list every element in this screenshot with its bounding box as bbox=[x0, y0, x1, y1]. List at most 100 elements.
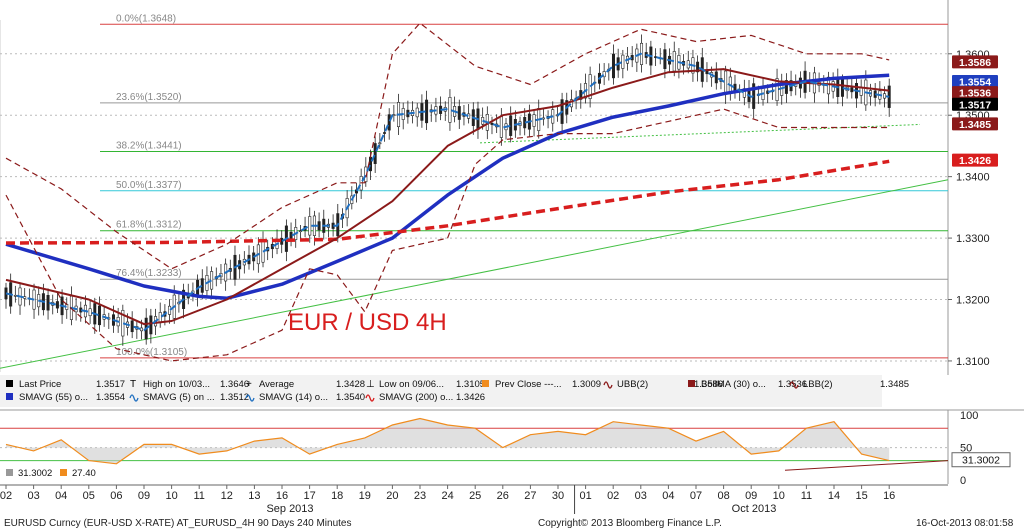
x-tick-label-12: 18 bbox=[331, 490, 343, 502]
badge-value-5: 1.3426 bbox=[959, 155, 991, 167]
x-tick-label-23: 03 bbox=[635, 490, 647, 502]
badge-value-0: 1.3586 bbox=[959, 57, 991, 69]
trendline-short bbox=[479, 123, 921, 144]
legend-label-10: SMAVG (14) o... bbox=[259, 392, 328, 403]
x-tick-label-9: 13 bbox=[248, 490, 260, 502]
osc-readout-swatch-0 bbox=[6, 469, 13, 476]
candle-body-188 bbox=[883, 93, 887, 99]
osc-area bbox=[6, 418, 890, 464]
footer-copyright: Copyright© 2013 Bloomberg Finance L.P. bbox=[538, 518, 722, 529]
legend-value-11: 1.3426 bbox=[456, 392, 485, 403]
legend-label-7: LBB(2) bbox=[803, 379, 833, 390]
legend-value-9: 1.3512 bbox=[220, 392, 249, 403]
series-line-4 bbox=[5, 22, 890, 270]
legend-swatch-9 bbox=[129, 394, 139, 402]
x-tick-label-17: 25 bbox=[469, 490, 481, 502]
legend-value-10: 1.3540 bbox=[336, 392, 365, 403]
candle-body-20 bbox=[97, 305, 101, 326]
series-line-5 bbox=[5, 108, 890, 362]
fib-label-5: 76.4%(1.3233) bbox=[116, 268, 182, 279]
legend-glyph-3: ⊥ bbox=[366, 379, 375, 390]
osc-readout-0: 31.3002 bbox=[18, 468, 52, 479]
x-tick-label-19: 27 bbox=[524, 490, 536, 502]
x-tick-label-1: 03 bbox=[27, 490, 39, 502]
x-tick-label-14: 20 bbox=[386, 490, 398, 502]
candle-body-148 bbox=[696, 61, 700, 73]
x-tick-label-21: 01 bbox=[579, 490, 591, 502]
fib-label-4: 61.8%(1.3312) bbox=[116, 220, 182, 231]
legend-swatch-7 bbox=[789, 381, 799, 389]
x-tick-label-22: 02 bbox=[607, 490, 619, 502]
legend-label-2: Average bbox=[259, 379, 294, 390]
x-tick-label-29: 11 bbox=[801, 490, 812, 502]
legend-label-4: Prev Close ---... bbox=[495, 379, 562, 390]
candle-body-97 bbox=[457, 106, 461, 120]
candle-body-27 bbox=[130, 320, 134, 333]
candle-body-31 bbox=[149, 315, 153, 335]
candle-body-181 bbox=[850, 87, 854, 93]
badge-value-2: 1.3536 bbox=[959, 88, 991, 100]
candle-body-106 bbox=[499, 116, 503, 138]
x-tick-label-2: 04 bbox=[55, 490, 67, 502]
legend-value-0: 1.3517 bbox=[96, 379, 125, 390]
candle-body-90 bbox=[425, 99, 429, 124]
osc-tick-label-0: 100 bbox=[960, 410, 978, 422]
y-tick-label-2: 1.3400 bbox=[956, 172, 990, 184]
x-tick-label-13: 19 bbox=[359, 490, 371, 502]
legend-value-2: 1.3428 bbox=[336, 379, 365, 390]
legend-value-5: 1.3586 bbox=[694, 379, 723, 390]
candle-body-88 bbox=[415, 107, 419, 118]
x-tick-label-0: 02 bbox=[0, 490, 12, 502]
x-tick-label-10: 16 bbox=[276, 490, 288, 502]
legend: Last Price 1.3517 T High on 10/03... 1.3646+… bbox=[6, 379, 909, 403]
candle-body-63 bbox=[298, 230, 302, 233]
legend-label-11: SMAVG (200) o... bbox=[379, 392, 453, 403]
x-tick-label-24: 04 bbox=[662, 490, 674, 502]
legend-label-9: SMAVG (5) on ... bbox=[143, 392, 215, 403]
candle-body-132 bbox=[621, 54, 625, 69]
badge-value-3: 1.3517 bbox=[959, 99, 991, 111]
x-tick-label-31: 15 bbox=[855, 490, 867, 502]
chart-title: EUR / USD 4H bbox=[288, 309, 447, 336]
candle-body-79 bbox=[373, 143, 377, 164]
x-tick-label-16: 24 bbox=[441, 490, 453, 502]
legend-value-7: 1.3485 bbox=[880, 379, 909, 390]
osc-line bbox=[5, 417, 890, 465]
x-tick-label-18: 26 bbox=[497, 490, 509, 502]
fib-label-0: 0.0%(1.3648) bbox=[116, 13, 176, 24]
legend-swatch-6 bbox=[688, 380, 695, 387]
footer-source: EURUSD Curncy (EUR-USD X-RATE) AT_EURUSD… bbox=[4, 518, 352, 529]
legend-glyph-2: + bbox=[246, 379, 252, 390]
candle-body-81 bbox=[383, 132, 387, 134]
candle-body-141 bbox=[663, 49, 667, 69]
series-line-3 bbox=[5, 52, 890, 332]
osc-trendline bbox=[784, 460, 949, 471]
x-tick-label-28: 10 bbox=[773, 490, 785, 502]
legend-value-4: 1.3009 bbox=[572, 379, 601, 390]
fib-label-1: 23.6%(1.3520) bbox=[116, 92, 182, 103]
trend-lines bbox=[0, 123, 949, 369]
candle-body-165 bbox=[775, 78, 779, 101]
candle-body-78 bbox=[368, 156, 372, 172]
footer-timestamp: 16-Oct-2013 08:01:58 bbox=[916, 518, 1014, 529]
y-tick-label-3: 1.3300 bbox=[956, 233, 990, 245]
series-line-1 bbox=[5, 159, 890, 245]
x-tick-label-25: 07 bbox=[690, 490, 702, 502]
x-tick-label-3: 05 bbox=[83, 490, 95, 502]
candle-body-115 bbox=[541, 117, 545, 120]
candle-body-65 bbox=[308, 216, 312, 236]
candle-body-104 bbox=[490, 122, 494, 125]
legend-swatch-4 bbox=[482, 380, 489, 387]
candle-body-2 bbox=[13, 294, 17, 297]
candle-body-29 bbox=[140, 327, 144, 332]
legend-label-8: SMAVG (55) o... bbox=[19, 392, 88, 403]
candle-body-11 bbox=[55, 301, 59, 309]
x-tick-label-4: 06 bbox=[110, 490, 122, 502]
osc-readout-swatch-1 bbox=[60, 469, 67, 476]
candle-body-9 bbox=[46, 294, 50, 311]
candle-body-4 bbox=[23, 296, 27, 299]
x-tick-label-7: 11 bbox=[193, 490, 204, 502]
badge-bg-4 bbox=[952, 117, 998, 131]
osc-tick-label-2: 0 bbox=[960, 475, 966, 487]
